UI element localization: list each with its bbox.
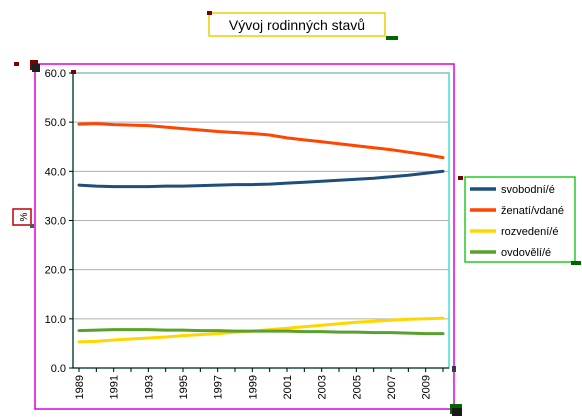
y-tick-label: 40.0 bbox=[45, 166, 66, 178]
legend-label: ovdovělí/é bbox=[501, 247, 551, 259]
chart-title: Vývoj rodinných stavů bbox=[229, 17, 365, 33]
legend-label: svobodní/é bbox=[501, 184, 555, 196]
y-tick-label: 60.0 bbox=[45, 68, 66, 80]
gridlines bbox=[73, 72, 449, 369]
legend-label: rozvedení/é bbox=[501, 226, 558, 238]
x-tick-label: 1997 bbox=[213, 375, 225, 399]
x-tick-label: 1991 bbox=[109, 375, 121, 399]
series-lines bbox=[77, 122, 445, 344]
x-tick-label: 1995 bbox=[178, 375, 190, 399]
x-axis: 1989 1991 1993 1995 1997 1999 2001 2003 2005 2007… bbox=[73, 367, 449, 399]
legend: svobodní/é ženatí/vdané rozvedení/é ovdověl… bbox=[470, 184, 564, 259]
y-tick-label: 20.0 bbox=[45, 265, 66, 277]
title-frame bbox=[208, 12, 386, 37]
y-axis: 0.0 10.0 20.0 30.0 40.0 50.0 60.0 bbox=[45, 68, 74, 375]
x-tick-label: 2007 bbox=[386, 375, 398, 399]
y-tick-label: 50.0 bbox=[45, 117, 66, 129]
y-tick-label: 30.0 bbox=[45, 216, 66, 228]
legend-frame bbox=[464, 176, 576, 263]
y-tick-label: 0.0 bbox=[51, 363, 66, 375]
y-tick-label: 10.0 bbox=[45, 314, 66, 326]
selection-handles bbox=[14, 11, 581, 416]
chart-area-frame bbox=[34, 63, 455, 410]
x-tick-label: 2005 bbox=[351, 375, 363, 399]
series-line bbox=[77, 122, 445, 160]
x-tick-label: 1993 bbox=[143, 375, 155, 399]
x-tick-label: 1999 bbox=[247, 375, 259, 399]
x-tick-label: 2001 bbox=[282, 375, 294, 399]
y-axis-label: % bbox=[19, 212, 30, 221]
x-tick-label: 2009 bbox=[421, 375, 433, 399]
y-axis-label-frame bbox=[12, 208, 32, 226]
x-tick-label: 2003 bbox=[317, 375, 329, 399]
series-line bbox=[77, 169, 445, 189]
x-tick-label: 1989 bbox=[74, 375, 86, 399]
legend-label: ženatí/vdané bbox=[501, 205, 564, 217]
series-line bbox=[77, 328, 445, 336]
